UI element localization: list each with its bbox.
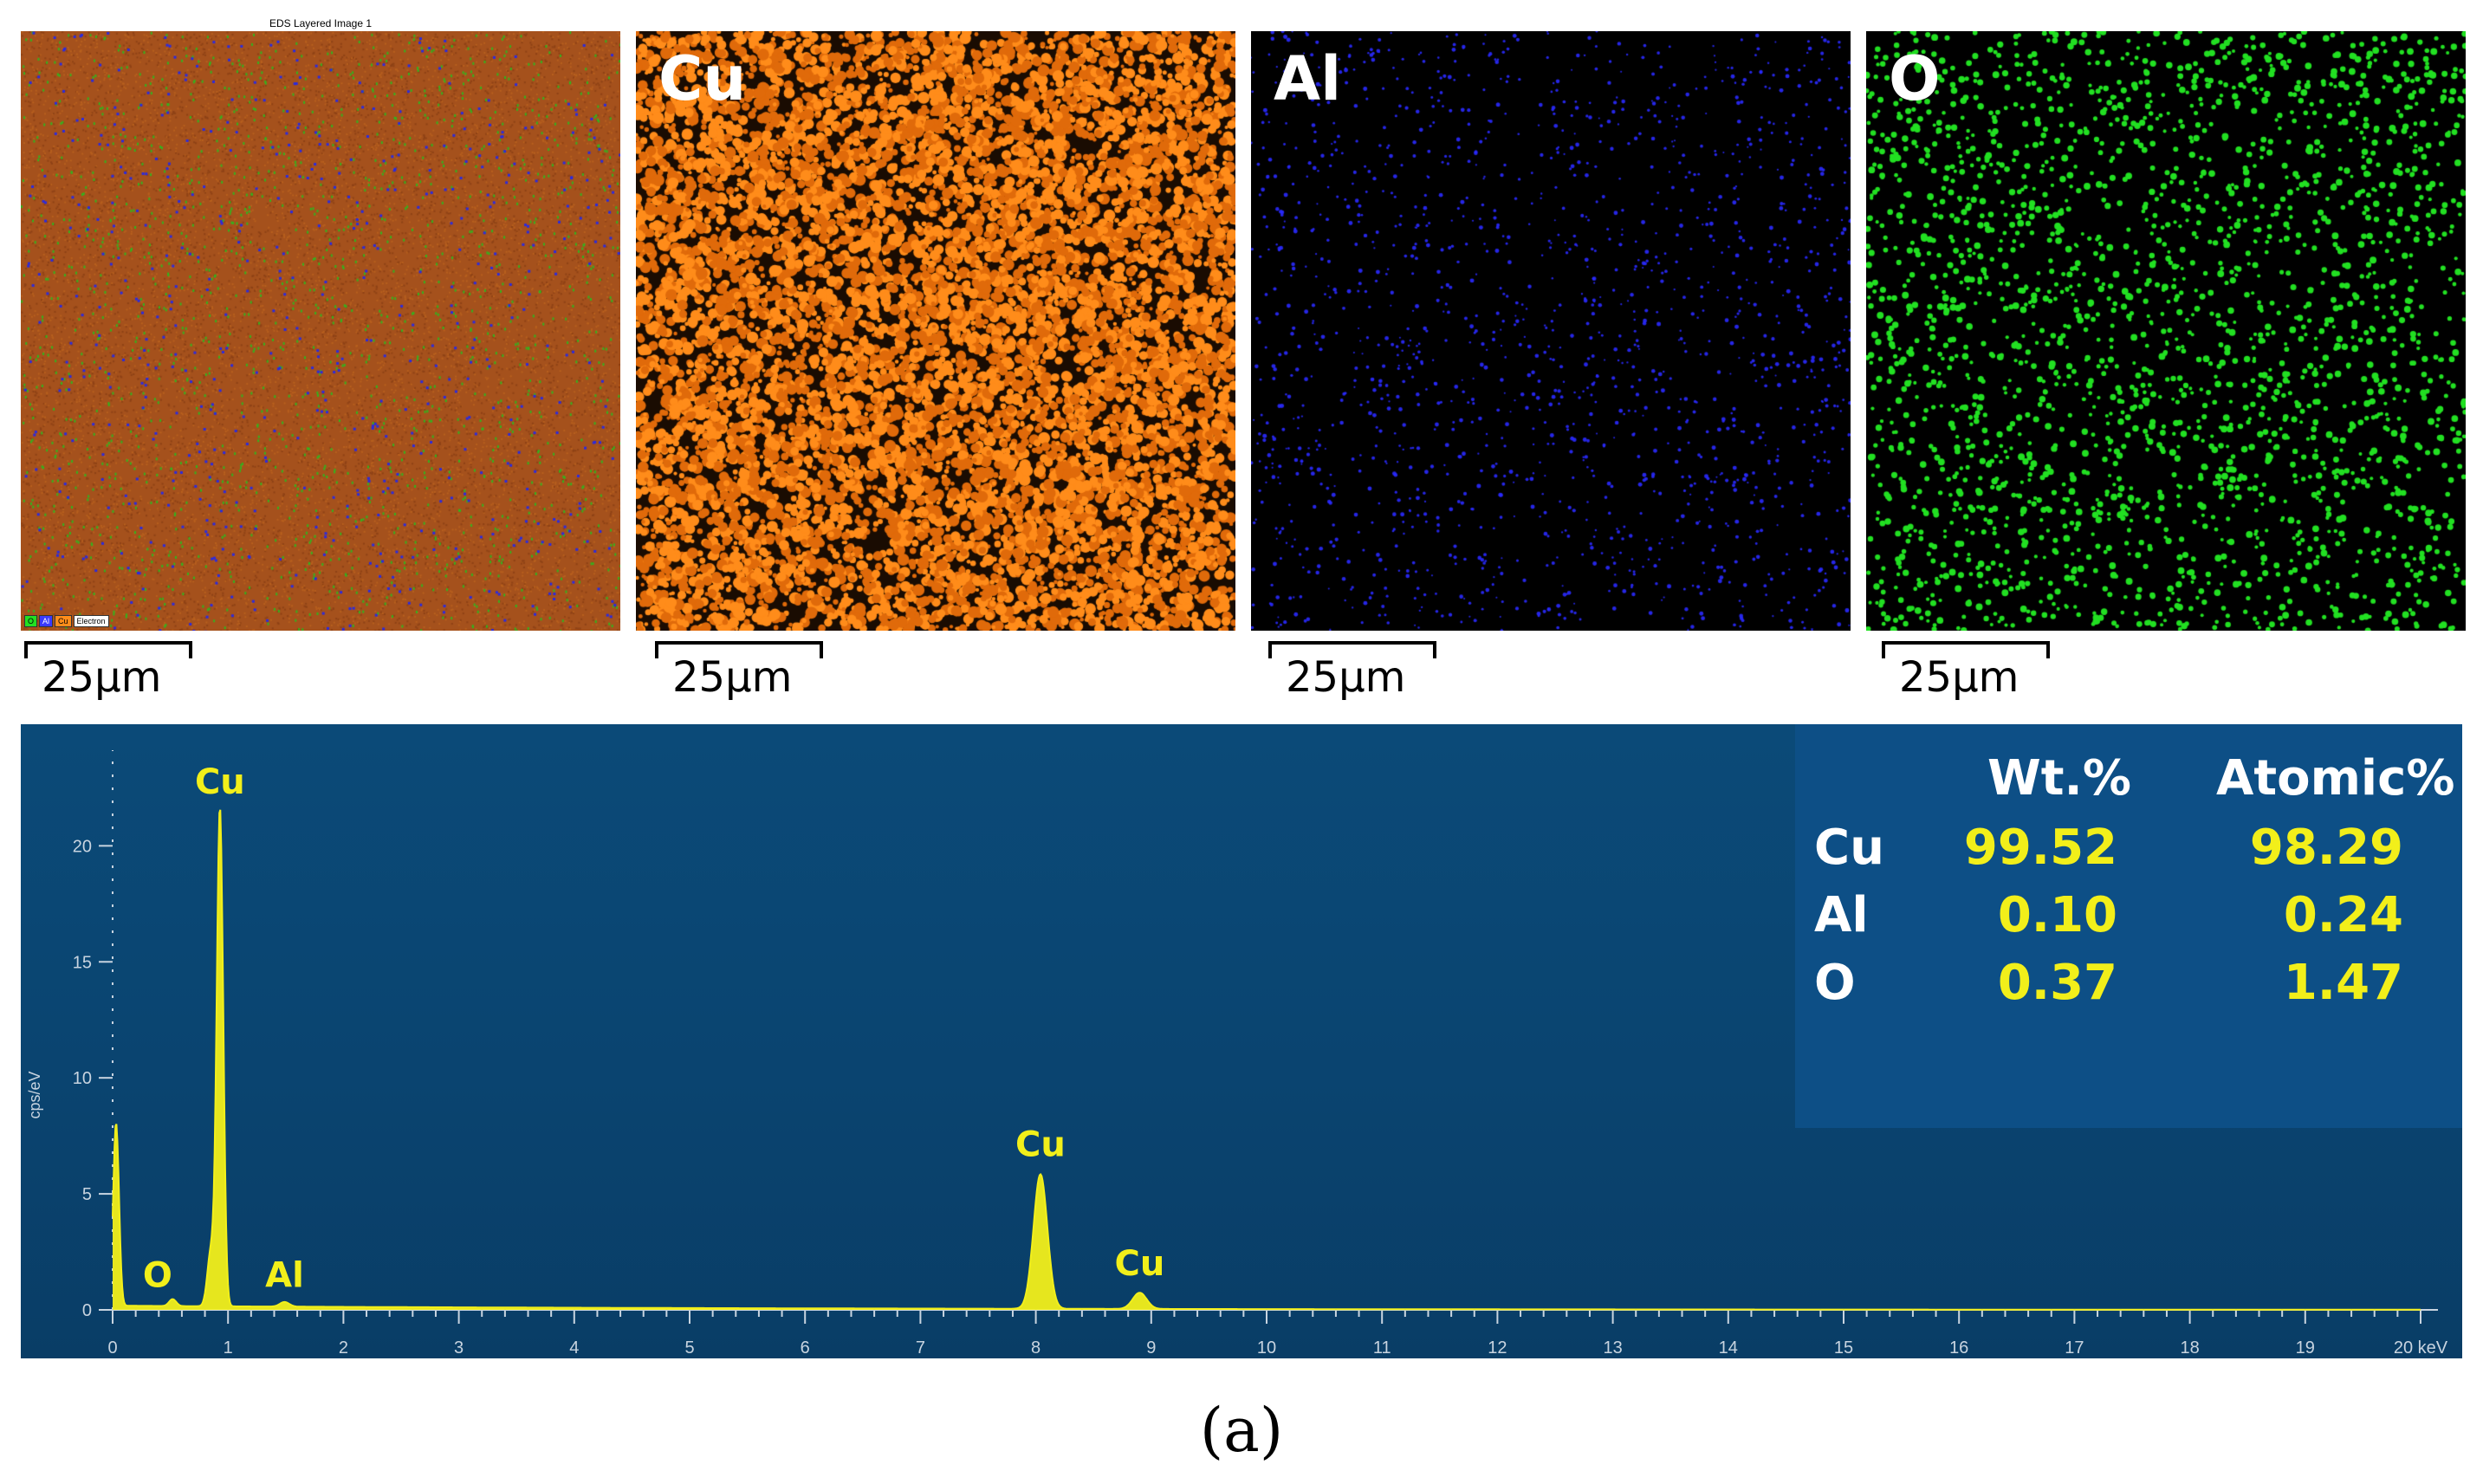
row-atomic-cu: 98.29 [2249,820,2403,876]
row-atomic-al: 0.24 [2283,887,2403,943]
row-atomic-o: 1.47 [2283,955,2403,1011]
peak-label: O [143,1255,172,1295]
scalebar-line [1268,641,1436,658]
x-tick-label: 13 [1603,1338,1622,1358]
y-tick-label: 15 [73,953,92,972]
layered-map-title: EDS Layered Image 1 [269,17,373,29]
scalebar-layered: 25µm [24,641,192,702]
legend-electron: Electron [73,615,109,627]
x-tick-label: 17 [2065,1338,2084,1358]
o-map-label: O [1889,43,1941,114]
peak-label: Cu [195,762,245,802]
x-tick-label: 0 [107,1338,117,1358]
row-wt-o: 0.37 [1997,955,2117,1011]
scalebar-al: 25µm [1268,641,1436,702]
layered-map-image [21,31,620,631]
y-tick-label: 10 [73,1069,92,1088]
x-tick-label: 10 [1257,1338,1276,1358]
wt-percent-header: Wt.% [1987,750,2131,807]
x-tick-label-last: 20 keV [2394,1338,2448,1358]
al-map-image [1251,31,1851,631]
eds-layered-map: O Al Cu Electron [21,31,620,631]
x-tick-label: 14 [1719,1338,1738,1358]
legend-cu: Cu [55,615,72,627]
y-axis-label: cps/eV [26,1071,43,1118]
x-tick-label: 11 [1373,1338,1391,1358]
eds-spectrum-chart: 0 1 2 3 4 5 6 7 8 9 10 11 12 13 14 15 16 17 18 19 20 keV0510… [26,750,2448,1358]
x-tick-label: 8 [1031,1338,1041,1358]
y-tick-label: 5 [82,1185,92,1204]
row-element-al: Al [1814,887,1869,943]
row-wt-al: 0.10 [1997,887,2117,943]
scalebar-text: 25µm [1899,653,2019,702]
cu-map-image [636,31,1235,631]
o-map-image [1866,31,2466,631]
y-tick-label: 20 [73,837,92,856]
peak-label: Al [265,1255,304,1295]
cu-map: Cu [636,31,1235,631]
scalebar-o: 25µm [1882,641,2050,702]
scalebar-cu: 25µm [655,641,823,702]
row-wt-cu: 99.52 [1963,820,2117,876]
row-element-o: O [1814,955,1856,1011]
x-tick-label: 1 [224,1338,233,1358]
x-tick-label: 7 [916,1338,925,1358]
x-tick-label: 12 [1488,1338,1507,1358]
scalebar-text: 25µm [42,653,162,702]
legend-al: Al [39,615,54,627]
legend-o: O [24,615,38,627]
x-tick-label: 19 [2296,1338,2315,1358]
o-map: O [1866,31,2466,631]
x-tick-label: 9 [1146,1338,1156,1358]
figure-caption: (a) [1199,1395,1284,1466]
quantification-table: Wt.% Atomic% Cu 99.52 98.29 Al 0.10 0.24… [1795,724,2462,1128]
y-tick-label: 0 [82,1301,92,1320]
atomic-percent-header: Atomic% [2216,750,2455,807]
x-tick-label: 15 [1834,1338,1853,1358]
x-tick-label: 6 [801,1338,810,1358]
peak-label: Cu [1115,1244,1165,1284]
cu-map-label: Cu [658,43,747,114]
scalebar-text: 25µm [1286,653,1406,702]
scalebar-line [655,641,823,658]
row-element-cu: Cu [1814,820,1884,876]
spectrum-line [112,809,2421,1311]
x-tick-label: 4 [569,1338,579,1358]
al-map: Al [1251,31,1851,631]
x-tick-label: 5 [684,1338,694,1358]
scalebar-line [24,641,192,658]
al-map-label: Al [1274,43,1342,114]
scalebar-text: 25µm [672,653,793,702]
scalebar-line [1882,641,2050,658]
x-tick-label: 16 [1949,1338,1968,1358]
x-tick-label: 18 [2180,1338,2199,1358]
peak-label: Cu [1015,1125,1066,1165]
x-tick-label: 3 [454,1338,464,1358]
x-tick-label: 2 [339,1338,348,1358]
layered-map-legend: O Al Cu Electron [24,615,109,627]
